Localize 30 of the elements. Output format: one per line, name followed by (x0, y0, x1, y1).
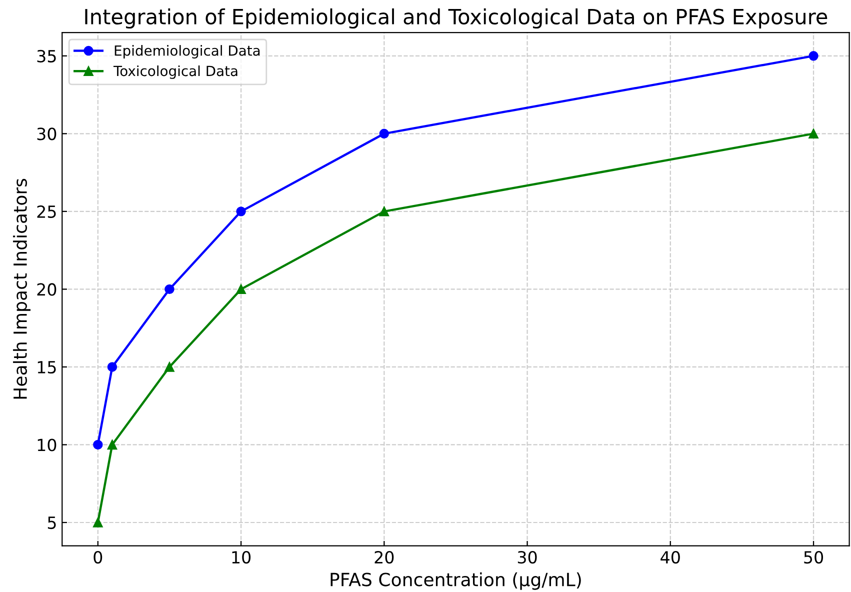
point (107, 440, 118, 450)
point (164, 284, 174, 294)
x-tick-label: 50 (804, 550, 824, 564)
y-tick-label: 15 (38, 361, 56, 374)
y-axis-title: Health Impact Indicators (13, 178, 30, 399)
x-tick-label: 0 (94, 550, 102, 564)
legend-label: Epidemiological Data (114, 45, 260, 58)
y-tick-label: 25 (37, 205, 56, 218)
y-tick-label: 10 (38, 438, 56, 452)
point (93, 440, 103, 450)
x-tick-label: 40 (660, 550, 680, 564)
x-axis-title: PFAS Concentration (µg/mL) (330, 572, 581, 590)
point (379, 206, 390, 216)
point (236, 284, 246, 294)
point (808, 128, 818, 139)
y-tick-label: 5 (48, 516, 56, 530)
chart-title: Integration of Epidemiological and Toxicological Data on PFAS Exposure (85, 8, 828, 29)
point (379, 128, 390, 139)
y-tick-label: 35 (37, 50, 56, 62)
point (236, 206, 246, 216)
x-tick-label: 30 (518, 550, 537, 564)
point (93, 518, 103, 528)
legend-label: Toxicological Data (113, 65, 238, 79)
x-tick-label: 10 (232, 550, 251, 564)
point (808, 51, 818, 61)
y-tick-label: 20 (37, 283, 56, 296)
point (107, 362, 118, 372)
y-tick-label: 30 (37, 128, 56, 140)
x-tick-label: 20 (374, 550, 394, 564)
point (164, 362, 174, 372)
